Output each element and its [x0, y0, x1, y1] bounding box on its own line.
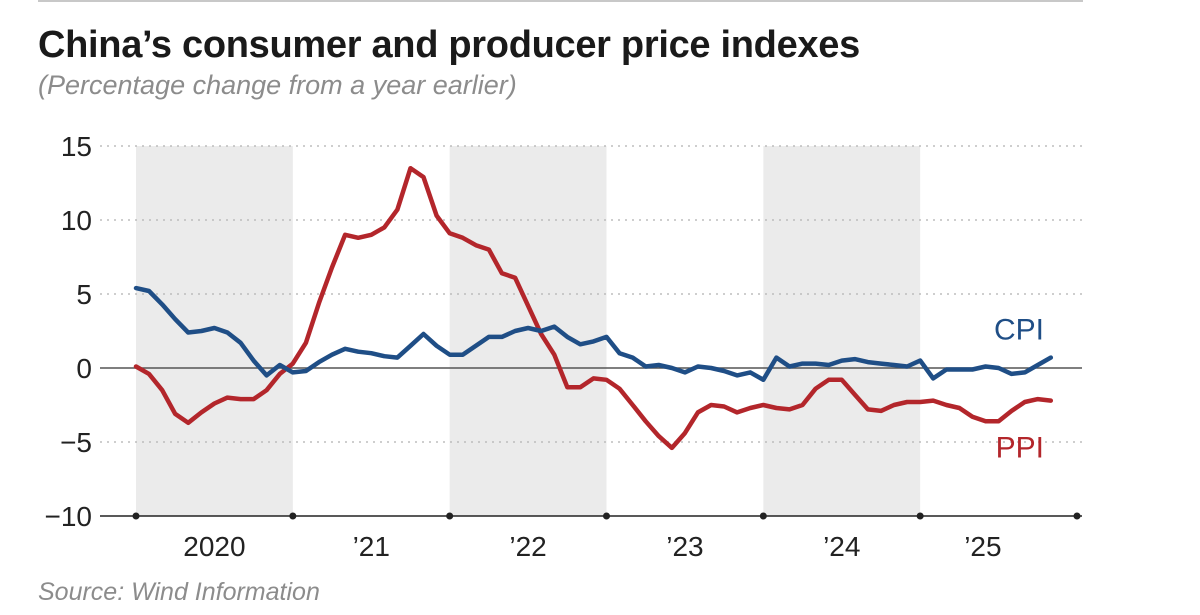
x-tick-dot: [603, 512, 610, 520]
x-tick-label: ’25: [964, 531, 1001, 562]
year-band-2022: [449, 146, 607, 516]
y-axis: 15 10 5 0 −5 −10: [45, 131, 93, 532]
x-tick-label: ’23: [666, 531, 703, 562]
top-rule: [38, 0, 1083, 2]
series-labels: PPI CPI: [994, 314, 1044, 465]
x-tick-dot: [916, 512, 924, 520]
x-tick-dot: [132, 512, 140, 520]
series-lines: [133, 165, 1054, 451]
x-tick-dot: [1073, 512, 1081, 520]
cpi-line: [133, 285, 1054, 383]
x-tick-label: ’24: [823, 531, 860, 562]
x-axis: 2020 ’21 ’22 ’23 ’24 ’25: [100, 512, 1082, 562]
year-band-2024: [763, 146, 921, 516]
y-tick-label: 5: [76, 279, 92, 310]
year-bands: [136, 146, 921, 516]
x-tick-dot: [446, 512, 454, 520]
source-note: Source: Wind Information: [38, 578, 320, 606]
y-tick-label: −5: [60, 427, 92, 458]
x-tick-label: 2020: [183, 531, 245, 562]
x-tick-dot: [289, 512, 297, 520]
y-tick-label: 15: [61, 131, 92, 162]
ppi-line: [133, 165, 1054, 451]
ppi-label: PPI: [996, 432, 1044, 465]
gridlines: [100, 145, 1082, 443]
y-tick-label: −10: [45, 501, 93, 532]
x-tick-dot: [759, 512, 767, 520]
x-tick-label: ’22: [509, 531, 546, 562]
y-tick-label: 0: [76, 353, 92, 384]
year-band-2020: [136, 146, 293, 516]
x-tick-label: ’21: [353, 531, 390, 562]
chart-subtitle: (Percentage change from a year earlier): [38, 70, 517, 100]
cpi-label: CPI: [994, 314, 1044, 347]
y-tick-label: 10: [61, 205, 92, 236]
chart-title: China’s consumer and producer price inde…: [38, 24, 860, 66]
